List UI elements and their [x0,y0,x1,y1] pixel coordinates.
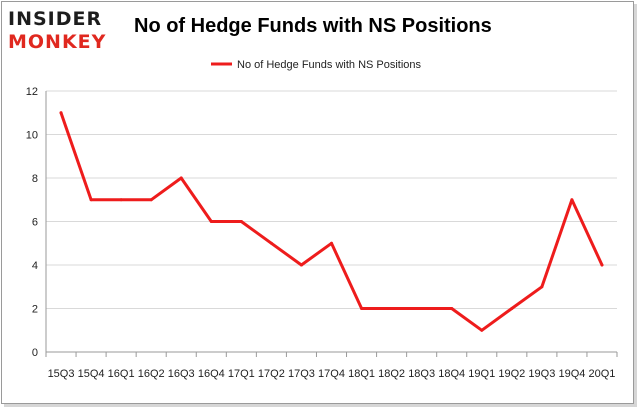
data-point [420,307,424,310]
y-tick-label: 4 [32,260,38,272]
axes [45,91,618,357]
x-tick-label: 16Q4 [198,368,225,380]
x-tick-label: 15Q4 [78,368,105,380]
data-point [299,263,303,267]
data-point [119,198,123,202]
x-tick-label: 17Q1 [228,368,255,380]
legend-item: No of Hedge Funds with NS Positions [211,59,422,71]
legend: No of Hedge Funds with NS Positions [211,59,422,71]
x-tick-label: 19Q1 [468,368,495,380]
data-point [269,241,273,245]
data-point [59,111,63,115]
x-tick-label: 19Q2 [498,368,525,380]
insider-monkey-logo: INSIDER MONKEY [8,8,118,56]
data-point [570,198,574,202]
data-point [239,220,243,223]
frame-shadow-bottom [4,404,637,407]
data-point [179,176,183,180]
grid-lines [46,90,617,309]
x-tick-label: 16Q1 [108,368,135,380]
x-tick-labels: 15Q3 15Q4 16Q1 16Q2 16Q3 16Q4 17Q1 17Q2 17Q3 17Q4… [48,368,616,380]
logo-line-monkey: MONKEY [8,31,107,53]
data-point [600,263,604,267]
y-tick-labels: 0 2 4 6 8 10 12 [26,86,38,359]
data-point [149,198,153,202]
data-point [450,307,454,310]
data-point [209,220,213,223]
x-tick-label: 17Q3 [288,368,315,380]
data-point [330,241,333,245]
x-tick-label: 16Q3 [168,368,195,380]
x-tick-label: 19Q3 [528,368,555,380]
y-tick-label: 10 [26,130,38,142]
logo-line-insider: INSIDER [8,8,103,30]
x-tick-label: 16Q2 [138,368,165,380]
x-tick-label: 20Q1 [589,368,616,380]
x-tick-label: 18Q2 [378,368,405,380]
data-point [480,328,484,332]
data-point [360,307,364,310]
x-tick-label: 15Q3 [48,368,75,380]
x-tick-label: 19Q4 [558,368,585,380]
data-point [390,307,394,310]
chart-title: No of Hedge Funds with NS Positions [134,15,492,37]
x-tick-label: 18Q1 [348,368,375,380]
data-point [89,198,93,202]
y-tick-label: 12 [26,86,38,98]
y-tick-label: 0 [32,347,38,359]
y-tick-label: 8 [32,173,38,185]
series-lines [59,111,604,332]
frame-shadow-right [634,4,637,407]
y-tick-label: 2 [32,304,38,316]
legend-label: No of Hedge Funds with NS Positions [237,59,422,71]
x-tick-label: 18Q4 [438,368,465,380]
x-tick-label: 17Q2 [258,368,285,380]
data-point [510,307,514,310]
y-tick-label: 6 [32,217,38,229]
x-tick-label: 17Q4 [318,368,345,380]
data-point [540,285,544,289]
x-tick-label: 18Q3 [408,368,435,380]
